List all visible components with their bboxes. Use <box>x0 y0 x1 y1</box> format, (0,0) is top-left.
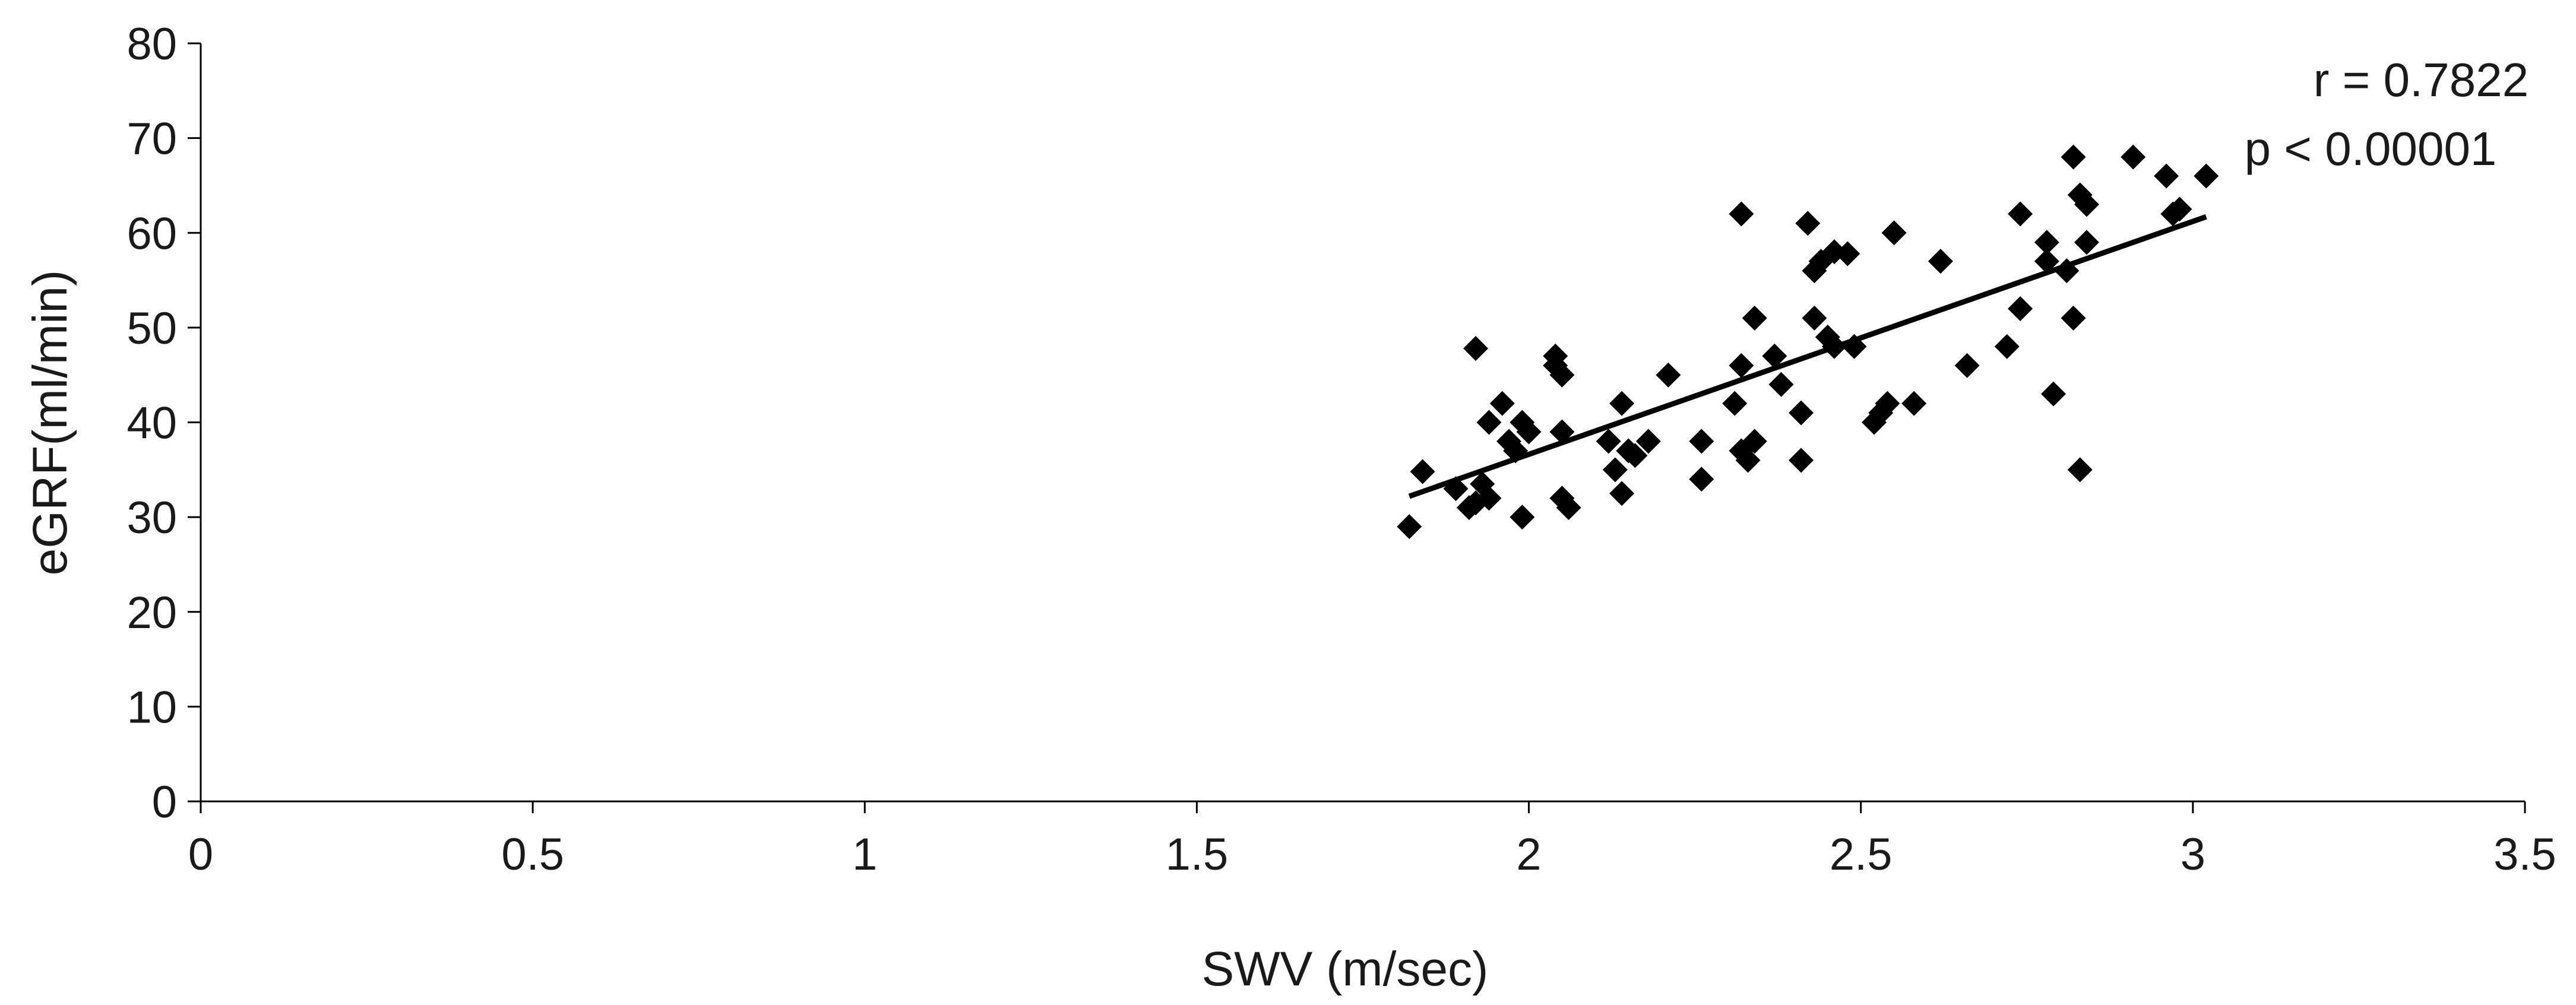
data-point <box>1722 391 1748 416</box>
data-point <box>2061 305 2086 331</box>
y-tick-label: 0 <box>152 777 177 828</box>
r-annotation: r = 0.7822 <box>2314 53 2529 106</box>
data-point <box>2034 230 2059 255</box>
data-point <box>1901 391 1927 416</box>
data-point <box>1476 486 1502 511</box>
x-tick-label: 2 <box>1516 829 1541 880</box>
data-point <box>1742 429 1767 454</box>
trend-line <box>1408 214 2207 499</box>
x-tick-label: 0.5 <box>501 829 564 880</box>
data-point <box>1656 362 1681 388</box>
data-point <box>2074 192 2099 217</box>
data-point <box>1789 400 1814 426</box>
x-tick-label: 2.5 <box>1830 829 1893 880</box>
data-point <box>2194 163 2219 189</box>
data-point <box>1835 241 1860 267</box>
data-points <box>1397 144 2219 540</box>
data-point <box>2167 196 2192 222</box>
data-point <box>2054 258 2080 284</box>
data-point <box>1821 334 1847 359</box>
data-point <box>1476 410 1502 435</box>
p-annotation: p < 0.00001 <box>2245 122 2497 175</box>
data-point <box>1729 353 1754 378</box>
y-tick-label: 80 <box>126 19 177 69</box>
data-point <box>1841 334 1867 359</box>
data-point <box>1509 505 1535 530</box>
data-point <box>2061 144 2086 170</box>
y-axis-ticks: 0 10 20 30 40 50 60 70 80 <box>126 19 201 828</box>
y-tick-label: 20 <box>126 588 177 638</box>
data-point <box>1928 249 1953 274</box>
y-tick-label: 60 <box>126 208 177 259</box>
data-point <box>1556 495 1581 521</box>
data-point <box>2121 144 2146 170</box>
data-point <box>1789 448 1814 473</box>
x-axis-title: SWV (m/sec) <box>1202 942 1489 996</box>
x-tick-label: 1 <box>852 829 877 880</box>
data-point <box>1635 429 1661 454</box>
x-tick-label: 3.5 <box>2493 829 2556 880</box>
data-point <box>1397 514 1422 540</box>
data-point <box>1742 305 1767 331</box>
data-point <box>1768 372 1794 397</box>
data-point <box>1689 467 1714 492</box>
data-point <box>2067 457 2093 483</box>
data-point <box>1735 448 1761 473</box>
data-point <box>2008 201 2033 227</box>
data-point <box>2008 296 2033 321</box>
data-point <box>1802 305 1827 331</box>
data-point <box>1609 481 1635 506</box>
data-point <box>1875 391 1900 416</box>
y-tick-label: 70 <box>126 114 177 164</box>
data-point <box>2074 230 2099 255</box>
data-point <box>1602 457 1628 483</box>
data-point <box>2154 163 2179 189</box>
y-tick-label: 40 <box>126 398 177 449</box>
data-point <box>1795 211 1821 236</box>
data-point <box>1689 429 1714 454</box>
data-point <box>1516 419 1542 445</box>
data-point <box>1622 443 1648 468</box>
x-axis-ticks: 0 0.5 1 1.5 2 2.5 3 3.5 <box>188 801 2556 880</box>
x-tick-label: 3 <box>2181 829 2205 880</box>
data-point <box>1443 476 1469 502</box>
data-point <box>1954 353 1980 378</box>
x-tick-label: 0 <box>188 829 213 880</box>
data-point <box>1994 334 2020 359</box>
x-tick-label: 1.5 <box>1166 829 1229 880</box>
data-point <box>1596 429 1621 454</box>
data-point <box>1609 391 1635 416</box>
data-point <box>1489 391 1515 416</box>
data-point <box>1410 459 1435 484</box>
data-point <box>1729 201 1754 227</box>
data-point <box>1549 419 1575 445</box>
y-tick-label: 10 <box>126 682 177 733</box>
y-tick-label: 30 <box>126 493 177 543</box>
data-point <box>1881 220 1907 246</box>
data-point <box>1503 438 1528 464</box>
data-point <box>2041 381 2067 407</box>
data-point <box>1549 362 1575 388</box>
data-point <box>1762 343 1787 369</box>
y-tick-label: 50 <box>126 303 177 354</box>
data-point <box>2034 249 2059 274</box>
data-point <box>1463 335 1489 361</box>
y-axis-title: eGRF(ml/min) <box>23 270 77 576</box>
